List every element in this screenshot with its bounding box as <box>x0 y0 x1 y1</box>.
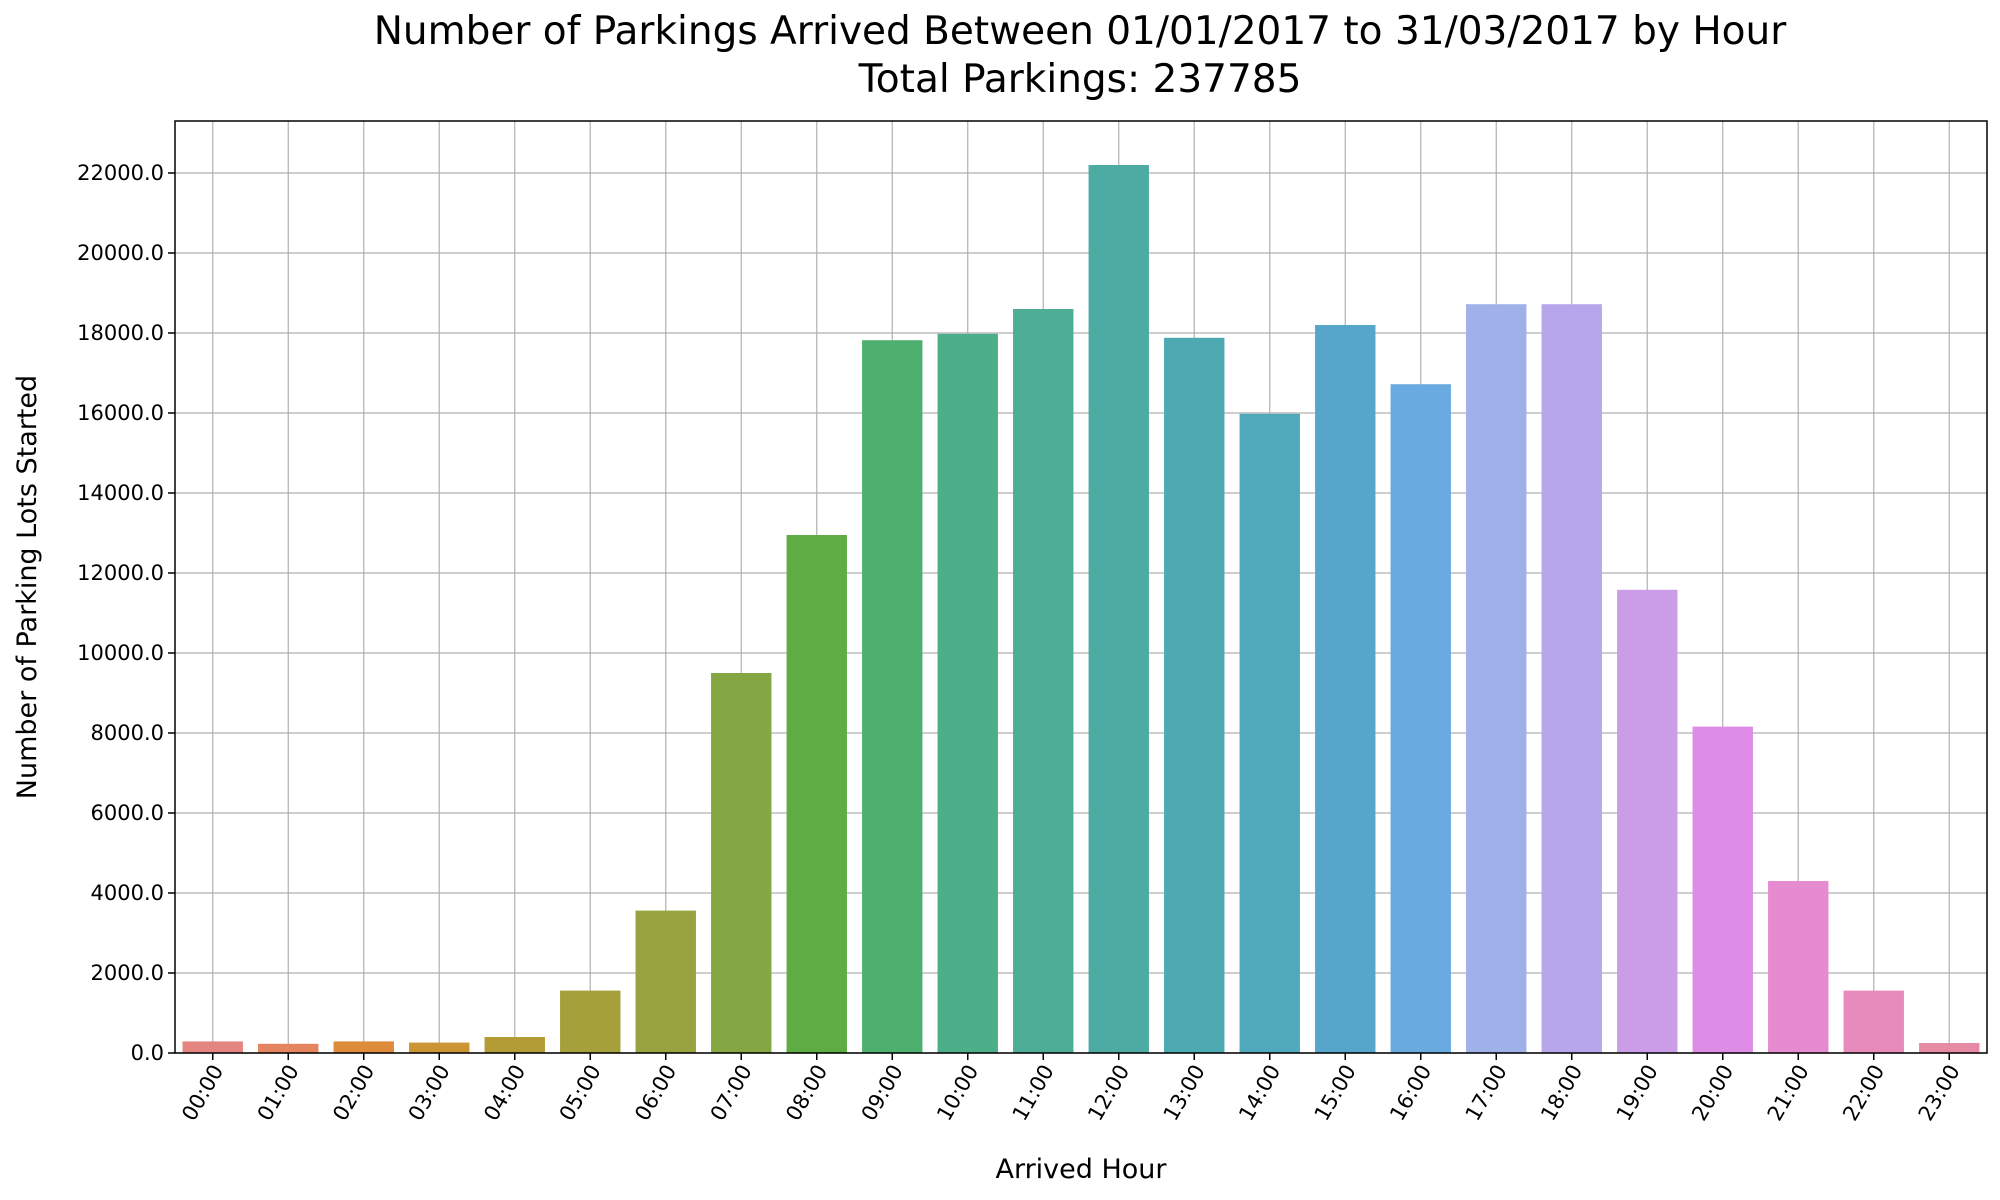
x-tick-label: 18:00 <box>1536 1061 1587 1125</box>
x-tick-label: 17:00 <box>1461 1061 1512 1125</box>
bar-0100 <box>258 1043 319 1053</box>
x-tick-label: 16:00 <box>1385 1061 1436 1125</box>
plot-frame <box>174 120 1988 1054</box>
bar-1100 <box>1013 309 1074 1053</box>
x-tick-label: 13:00 <box>1159 1061 1210 1125</box>
y-tick-label: 10000.0 <box>77 641 164 665</box>
x-tick-label: 03:00 <box>404 1061 455 1125</box>
bar-1700 <box>1466 304 1527 1053</box>
y-tick-label: 14000.0 <box>77 481 164 505</box>
bar-0500 <box>560 990 621 1053</box>
y-tick-label: 0.0 <box>131 1041 164 1065</box>
x-tick-label: 14:00 <box>1234 1061 1285 1125</box>
x-tick-label: 00:00 <box>177 1061 228 1125</box>
y-axis-label: Number of Parking Lots Started <box>12 375 43 799</box>
bar-0300 <box>409 1042 470 1053</box>
bar-1800 <box>1541 304 1602 1053</box>
x-tick-label: 19:00 <box>1612 1061 1663 1125</box>
x-tick-label: 20:00 <box>1687 1061 1738 1125</box>
bar-1400 <box>1239 413 1300 1053</box>
bar-1000 <box>937 333 998 1053</box>
bar-0900 <box>862 340 923 1053</box>
y-tick-label: 2000.0 <box>91 961 164 985</box>
y-tick-label: 6000.0 <box>91 801 164 825</box>
x-axis-ticks: 00:00 01:00 02:00 03:00 04:00 05:00 06:00 07:00… <box>177 1053 1965 1125</box>
x-tick-label: 15:00 <box>1310 1061 1361 1125</box>
y-tick-label: 4000.0 <box>91 881 164 905</box>
bar-0700 <box>711 673 772 1053</box>
chart-subtitle: Total Parkings: 237785 <box>858 57 1302 102</box>
bar-2000 <box>1692 726 1753 1053</box>
bar-2300 <box>1919 1043 1980 1053</box>
y-tick-label: 12000.0 <box>77 561 164 585</box>
y-tick-label: 8000.0 <box>91 721 164 745</box>
bar-0200 <box>333 1041 394 1053</box>
y-tick-label: 18000.0 <box>77 321 164 345</box>
y-tick-label: 16000.0 <box>77 401 164 425</box>
x-tick-label: 04:00 <box>479 1061 530 1125</box>
y-tick-label: 20000.0 <box>77 241 164 265</box>
bar-1900 <box>1617 589 1678 1053</box>
x-tick-label: 06:00 <box>630 1061 681 1125</box>
x-tick-label: 12:00 <box>1083 1061 1134 1125</box>
bar-0000 <box>182 1041 243 1053</box>
bar-0600 <box>635 910 696 1053</box>
bars <box>182 165 1980 1053</box>
x-tick-label: 07:00 <box>706 1061 757 1125</box>
x-tick-label: 23:00 <box>1914 1061 1965 1125</box>
x-tick-label: 10:00 <box>932 1061 983 1125</box>
bar-1500 <box>1315 325 1376 1053</box>
x-axis-label: Arrived Hour <box>995 1154 1167 1185</box>
x-tick-label: 08:00 <box>781 1061 832 1125</box>
chart-title: Number of Parkings Arrived Between 01/01… <box>374 9 1788 54</box>
x-tick-label: 05:00 <box>555 1061 606 1125</box>
x-tick-label: 09:00 <box>857 1061 908 1125</box>
bar-0400 <box>484 1037 545 1053</box>
x-tick-label: 02:00 <box>328 1061 379 1125</box>
x-tick-label: 01:00 <box>253 1061 304 1125</box>
x-tick-label: 22:00 <box>1838 1061 1889 1125</box>
y-tick-label: 22000.0 <box>77 161 164 185</box>
bar-1300 <box>1164 337 1225 1053</box>
bar-1600 <box>1390 384 1451 1053</box>
bar-0800 <box>786 535 847 1053</box>
x-tick-label: 11:00 <box>1008 1061 1059 1125</box>
bar-2200 <box>1843 990 1904 1053</box>
x-tick-label: 21:00 <box>1763 1061 1814 1125</box>
y-axis-ticks: 0.0 2000.0 4000.0 6000.0 8000.0 10000.0 12000.… <box>77 161 175 1065</box>
bar-2100 <box>1768 881 1829 1053</box>
bar-1200 <box>1088 165 1149 1053</box>
